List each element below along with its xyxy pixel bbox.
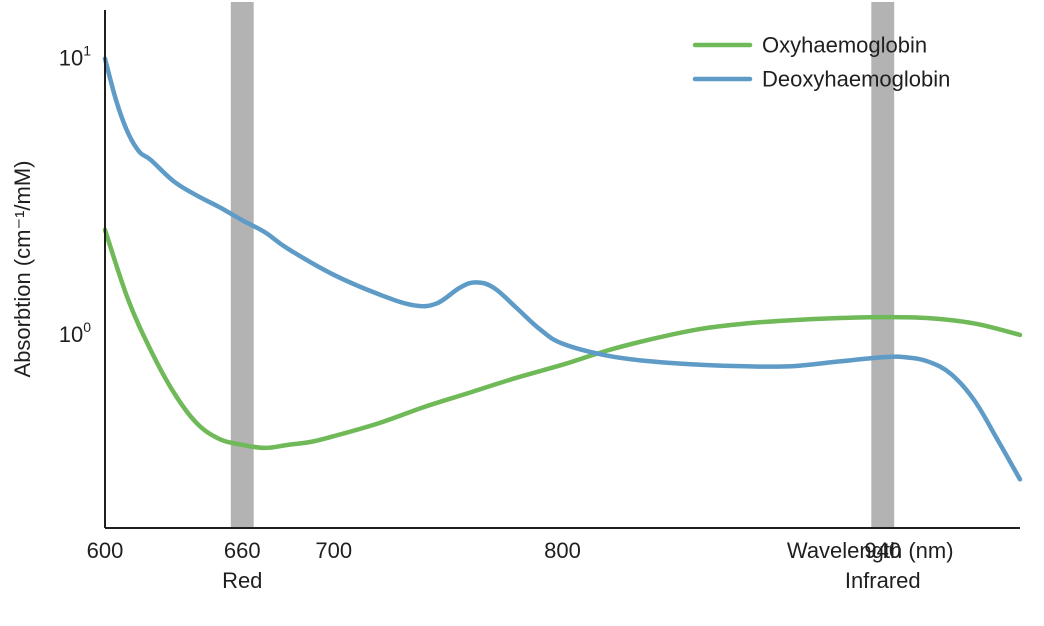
y-axis-label: Absorbtion (cm⁻¹/mM) bbox=[10, 161, 35, 378]
x-tick-700: 700 bbox=[315, 538, 352, 563]
legend-label-0: Oxyhaemoglobin bbox=[762, 33, 927, 58]
infrared-band-label: Infrared bbox=[845, 568, 921, 593]
x-tick-600: 600 bbox=[87, 538, 124, 563]
chart-svg: 600660700800940Wavelength (nm)RedInfrare… bbox=[0, 0, 1044, 626]
red-band bbox=[231, 2, 254, 528]
x-axis-label: Wavelength (nm) bbox=[787, 538, 954, 563]
absorption-chart: 600660700800940Wavelength (nm)RedInfrare… bbox=[0, 0, 1044, 626]
red-band-label: Red bbox=[222, 568, 262, 593]
x-tick-660: 660 bbox=[224, 538, 261, 563]
legend-label-1: Deoxyhaemoglobin bbox=[762, 67, 950, 92]
x-tick-800: 800 bbox=[544, 538, 581, 563]
